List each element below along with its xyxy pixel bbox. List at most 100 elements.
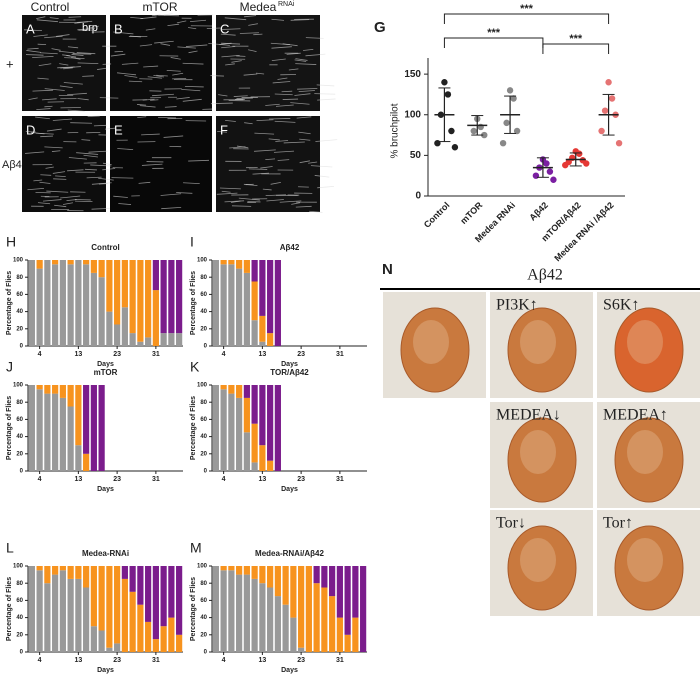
bar-segment xyxy=(59,397,66,471)
bar-segment xyxy=(220,264,227,346)
fiber xyxy=(176,20,187,24)
fiber xyxy=(52,118,73,121)
fiber xyxy=(49,17,59,20)
point xyxy=(451,144,459,151)
row-label: + xyxy=(6,56,14,71)
micrograph xyxy=(22,116,106,212)
fiber xyxy=(82,75,94,77)
bar-segment xyxy=(145,337,152,346)
fiber xyxy=(220,33,236,36)
y-tick-label: 20 xyxy=(16,632,23,638)
bar-segment xyxy=(137,260,144,342)
fiber xyxy=(37,202,51,205)
fiber xyxy=(64,57,85,59)
fiber xyxy=(295,205,312,208)
bar-segment xyxy=(160,626,167,652)
fiber xyxy=(160,193,182,196)
bar-segment xyxy=(176,260,183,334)
fiber xyxy=(58,50,75,54)
bar-segment xyxy=(228,264,235,346)
fiber xyxy=(305,37,324,39)
fiber xyxy=(305,53,326,57)
bar-segment xyxy=(168,566,175,618)
fiber xyxy=(190,19,207,23)
fiber xyxy=(91,182,112,185)
point xyxy=(506,87,514,94)
eye-glare xyxy=(627,430,663,474)
fiber xyxy=(97,67,107,70)
bar-segment xyxy=(114,643,121,652)
fiber xyxy=(44,146,63,149)
bar-segment xyxy=(44,385,51,394)
fiber xyxy=(271,58,286,62)
bar-segment xyxy=(121,578,128,652)
fiber xyxy=(141,163,163,166)
bar-segment xyxy=(59,570,66,652)
bar-segment xyxy=(168,617,175,652)
fiber xyxy=(224,200,245,203)
bar-segment xyxy=(329,596,336,652)
eye xyxy=(614,525,684,611)
bar-segment xyxy=(152,566,159,640)
fiber xyxy=(294,93,311,96)
panel-letter: K xyxy=(190,359,200,375)
bar-segment xyxy=(67,260,74,265)
fiber xyxy=(44,35,63,39)
column-label: Medea xyxy=(240,0,277,14)
bar-segment xyxy=(267,333,274,346)
micrograph xyxy=(216,116,320,212)
bar-segment xyxy=(251,566,258,579)
y-tick-label: 80 xyxy=(16,581,23,587)
bar-segment xyxy=(298,566,305,648)
x-tick-label: 4 xyxy=(38,351,42,358)
bar-segment xyxy=(313,583,320,652)
fiber xyxy=(81,139,91,141)
y-tick-label: 100 xyxy=(13,383,24,389)
fiber xyxy=(68,16,82,18)
fiber xyxy=(141,133,160,136)
fiber xyxy=(51,48,61,51)
x-tick-label: 23 xyxy=(113,351,121,358)
x-tick-label: 31 xyxy=(336,351,344,358)
fiber xyxy=(182,62,204,65)
y-tick-label: 0 xyxy=(415,191,421,202)
fiber xyxy=(298,90,315,93)
fiber xyxy=(152,93,174,97)
bar-segment xyxy=(129,566,136,592)
fiber xyxy=(91,207,110,210)
fiber xyxy=(140,16,157,20)
point xyxy=(543,160,550,167)
bar-segment xyxy=(236,397,243,471)
bar-segment xyxy=(236,268,243,346)
fiber xyxy=(271,46,292,49)
x-tick-label: 4 xyxy=(222,351,226,358)
bar-segment xyxy=(220,566,227,571)
bar-segment xyxy=(251,385,258,424)
bar-segment xyxy=(98,385,105,471)
y-tick-label: 0 xyxy=(204,469,208,475)
fiber xyxy=(117,72,137,76)
fiber xyxy=(184,85,204,88)
x-tick-label: Medea RNAi /Aβ42 xyxy=(552,200,615,263)
bar-segment xyxy=(352,617,359,652)
fiber xyxy=(281,90,293,93)
fiber xyxy=(170,57,181,60)
point xyxy=(550,176,557,183)
bar-segment xyxy=(28,385,35,471)
x-tick-label: 4 xyxy=(38,657,42,664)
eye-glare xyxy=(627,538,663,582)
bar-segment xyxy=(236,574,243,652)
bar-segment xyxy=(137,341,144,346)
fiber xyxy=(317,185,335,189)
fiber xyxy=(177,46,196,49)
bar-segment xyxy=(228,570,235,652)
fiber xyxy=(295,58,308,61)
bar-segment xyxy=(290,566,297,618)
fiber xyxy=(297,88,318,90)
y-tick-label: 80 xyxy=(200,400,207,406)
fiber xyxy=(167,23,180,27)
fiber xyxy=(221,54,240,58)
bar-segment xyxy=(220,570,227,652)
bracket xyxy=(443,37,544,48)
fiber xyxy=(44,105,53,108)
